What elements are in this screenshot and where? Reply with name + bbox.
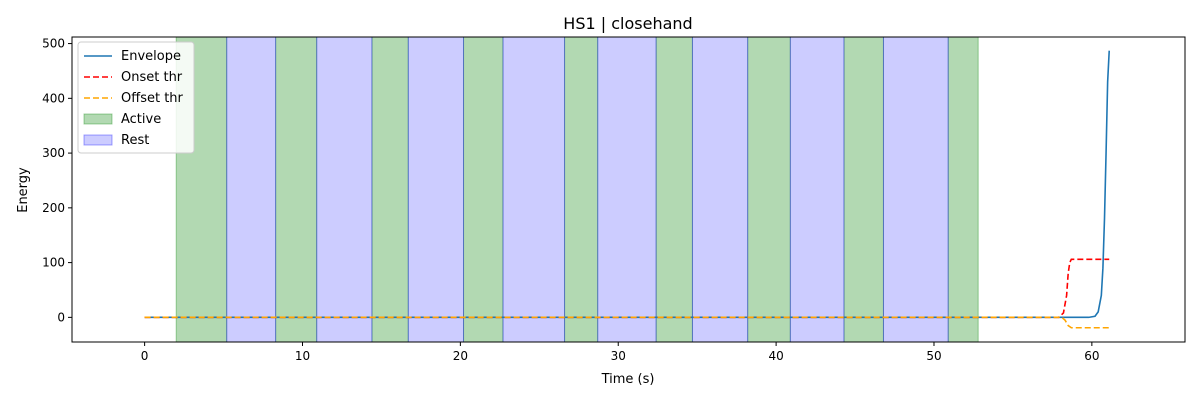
x-axis-label: Time (s) — [601, 372, 655, 387]
series-onset-thr — [144, 258, 1110, 319]
legend-swatch-active — [83, 113, 113, 125]
rest-interval-6 — [691, 36, 749, 343]
plot-frame — [71, 36, 1186, 343]
series-layer — [144, 50, 1111, 329]
x-tick-label: 30 — [611, 349, 626, 363]
active-interval-5 — [564, 36, 599, 343]
interval-bands — [175, 36, 979, 343]
x-tick-label: 40 — [768, 349, 783, 363]
rest-interval-1 — [226, 36, 277, 343]
y-tick-label: 300 — [42, 146, 65, 160]
legend-label-onset-thr: Onset thr — [121, 70, 183, 85]
y-tick-label: 0 — [57, 310, 65, 324]
y-tick-label: 400 — [42, 91, 65, 105]
active-interval-4 — [463, 36, 504, 343]
x-tick-label: 10 — [295, 349, 310, 363]
active-interval-9 — [947, 36, 979, 343]
rest-interval-4 — [502, 36, 566, 343]
rest-interval-8 — [882, 36, 949, 343]
active-interval-2 — [275, 36, 318, 343]
x-tick-label: 60 — [1084, 349, 1099, 363]
legend-swatch-rest — [83, 134, 113, 146]
legend-label-envelope: Envelope — [121, 49, 181, 64]
legend-frame — [77, 41, 195, 154]
legend: Envelope Onset thr Offset thr Active Rest — [77, 41, 195, 154]
x-tick-label: 0 — [141, 349, 149, 363]
x-tick-label: 50 — [926, 349, 941, 363]
y-tick-label: 500 — [42, 37, 65, 51]
legend-label-offset-thr: Offset thr — [121, 91, 184, 106]
y-tick-label: 100 — [42, 256, 65, 270]
active-interval-7 — [747, 36, 791, 343]
rest-interval-2 — [316, 36, 373, 343]
legend-label-rest: Rest — [121, 133, 149, 148]
y-axis: 0 100 200 300 400 500 — [42, 37, 72, 324]
y-tick-label: 200 — [42, 201, 65, 215]
rest-interval-7 — [789, 36, 845, 343]
rest-interval-3 — [407, 36, 465, 343]
rest-interval-5 — [597, 36, 657, 343]
active-interval-8 — [843, 36, 884, 343]
y-axis-label: Energy — [16, 167, 31, 213]
chart-title: HS1 | closehand — [563, 14, 692, 33]
active-interval-6 — [655, 36, 693, 343]
series-envelope — [144, 50, 1111, 319]
x-tick-label: 20 — [453, 349, 468, 363]
series-offset-thr — [144, 316, 1110, 329]
legend-label-active: Active — [121, 112, 161, 127]
x-axis: 0 10 20 30 40 50 60 — [141, 342, 1099, 363]
active-interval-3 — [371, 36, 409, 343]
